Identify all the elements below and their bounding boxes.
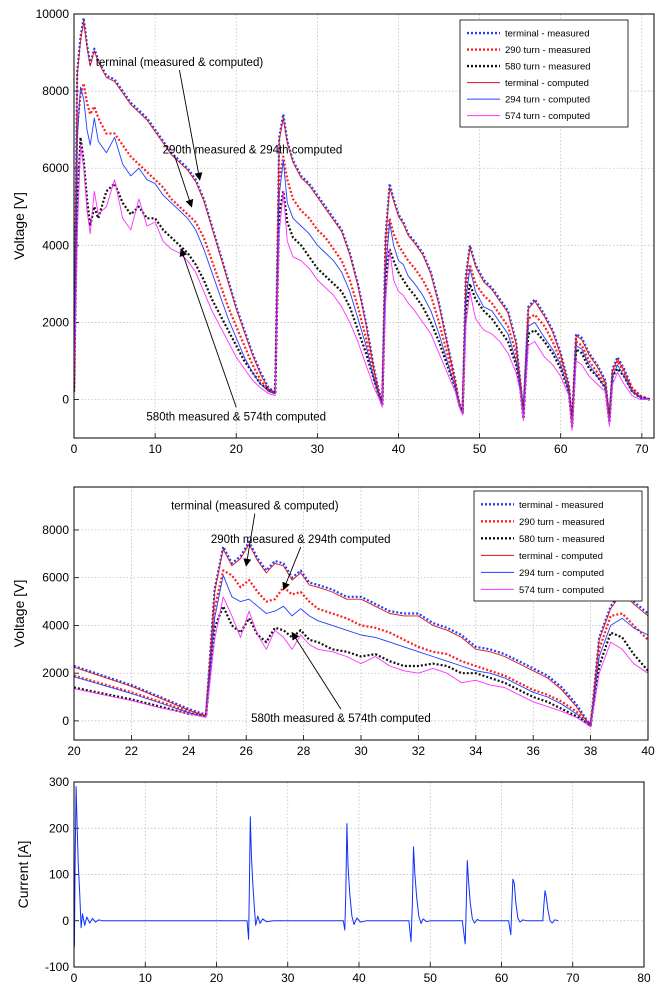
- x-tick-label: 40: [352, 971, 366, 983]
- series-group: [74, 540, 648, 728]
- y-tick-label: 100: [49, 868, 69, 882]
- x-tick-label: 30: [311, 442, 325, 456]
- axes-frame: [73, 13, 655, 439]
- panel-top-voltage: 0 10 20 30 40 50 60 70 0 2000 4000 6000 8000 10000 Vol…: [11, 7, 655, 456]
- series-line: [74, 596, 648, 728]
- y-tick-label: 2000: [42, 666, 69, 680]
- legend-entry: 294 turn - computed: [519, 568, 604, 579]
- series-group: [74, 786, 559, 947]
- series-line: [74, 569, 648, 726]
- x-tick-label: 36: [527, 744, 541, 758]
- y-tick-label: 10000: [36, 7, 70, 21]
- x-tick-label: 26: [240, 744, 254, 758]
- x-tick-label: 10: [139, 971, 153, 983]
- x-tick-label: 10: [148, 442, 162, 456]
- legend-entry: terminal - computed: [519, 551, 603, 562]
- x-tick-label: 22: [125, 744, 139, 758]
- y-tick-label: 6000: [42, 571, 69, 585]
- annotation-text: 290th measured & 294th computed: [211, 534, 391, 546]
- annotation-text: 580th measured & 574th computed: [146, 411, 326, 423]
- annotation-arrow: [179, 69, 203, 181]
- annotation-arrow: [282, 546, 302, 591]
- series-line: [74, 786, 559, 947]
- x-tick-label: 50: [424, 971, 438, 983]
- axes-frame: [73, 486, 649, 741]
- series-line: [74, 605, 648, 727]
- x-tick-label: 34: [469, 744, 483, 758]
- x-tick-label: 70: [566, 971, 580, 983]
- y-tick-label: 0: [62, 714, 69, 728]
- series-group: [74, 16, 651, 431]
- y-tick-label: 6000: [42, 161, 69, 175]
- panel-middle-voltage-zoom: 20 22 24 26 28 30 32 34 36 38 40 0 2000 4000 6000 8000 V…: [11, 486, 655, 758]
- legend-entry: 580 turn - measured: [519, 534, 605, 545]
- legend-entry: 290 turn - measured: [519, 517, 605, 528]
- annotation-arrow: [243, 513, 256, 567]
- legend-entry: 294 turn - computed: [505, 95, 590, 106]
- annotation-arrow: [179, 248, 237, 408]
- y-tick-label: 8000: [42, 84, 69, 98]
- legend: terminal - measured 290 turn - measured 58…: [473, 490, 643, 602]
- legend: terminal - measured 290 turn - measured 58…: [459, 19, 629, 128]
- x-tick-label: 60: [554, 442, 568, 456]
- annotation-arrow: [291, 631, 342, 710]
- y-tick-label: 4000: [42, 238, 69, 252]
- x-tick-label: 20: [230, 442, 244, 456]
- legend-entry: 290 turn - measured: [505, 45, 591, 56]
- y-tick-label: 8000: [42, 523, 69, 537]
- legend-entry: 574 turn - computed: [519, 585, 604, 596]
- annotation-text: 290th measured & 294th computed: [163, 145, 343, 157]
- x-tick-label: 50: [473, 442, 487, 456]
- y-tick-label: 300: [49, 775, 69, 789]
- x-tick-label: 40: [392, 442, 406, 456]
- x-tick-label: 20: [210, 971, 224, 983]
- x-tick-label: 0: [71, 442, 78, 456]
- x-tick-label: 32: [412, 744, 426, 758]
- legend-entry: 580 turn - measured: [505, 62, 591, 73]
- annotation-arrow: [174, 155, 194, 208]
- x-tick-label: 20: [67, 744, 81, 758]
- annotation-text: 580th measured & 574th computed: [251, 713, 431, 725]
- legend-entry: 574 turn - computed: [505, 111, 590, 122]
- y-tick-label: 0: [62, 392, 69, 406]
- x-tick-label: 60: [495, 971, 509, 983]
- x-tick-label: 30: [281, 971, 295, 983]
- series-line: [74, 86, 650, 429]
- annotation-text: terminal (measured & computed): [96, 57, 264, 69]
- legend-box: [459, 19, 629, 128]
- x-tick-label: 70: [635, 442, 649, 456]
- annotation-text: terminal (measured & computed): [171, 501, 339, 513]
- series-line: [74, 540, 648, 727]
- y-axis-label: Voltage [V]: [11, 580, 27, 648]
- x-tick-label: 80: [637, 971, 651, 983]
- x-tick-label: 30: [354, 744, 368, 758]
- x-tick-label: 38: [584, 744, 598, 758]
- legend-entry: terminal - measured: [505, 29, 589, 40]
- y-axis-label: Voltage [V]: [11, 192, 27, 260]
- x-tick-label: 28: [297, 744, 311, 758]
- y-tick-label: 4000: [42, 618, 69, 632]
- series-line: [74, 144, 650, 431]
- y-tick-label: 0: [62, 914, 69, 928]
- y-axis-label: Current [A]: [15, 841, 31, 909]
- grid: [73, 487, 649, 740]
- x-tick-label: 24: [182, 744, 196, 758]
- series-line: [74, 21, 650, 425]
- series-line: [74, 543, 648, 728]
- axes-frame: [73, 781, 645, 968]
- legend-entry: terminal - computed: [505, 78, 589, 89]
- y-tick-label: 2000: [42, 315, 69, 329]
- legend-box: [473, 490, 643, 602]
- y-tick-label: -100: [45, 960, 69, 974]
- series-line: [74, 16, 651, 424]
- x-tick-label: 40: [641, 744, 655, 758]
- series-line: [74, 574, 648, 727]
- x-tick-label: 0: [71, 971, 78, 983]
- legend-entry: terminal - measured: [519, 500, 603, 511]
- y-tick-label: 200: [49, 821, 69, 835]
